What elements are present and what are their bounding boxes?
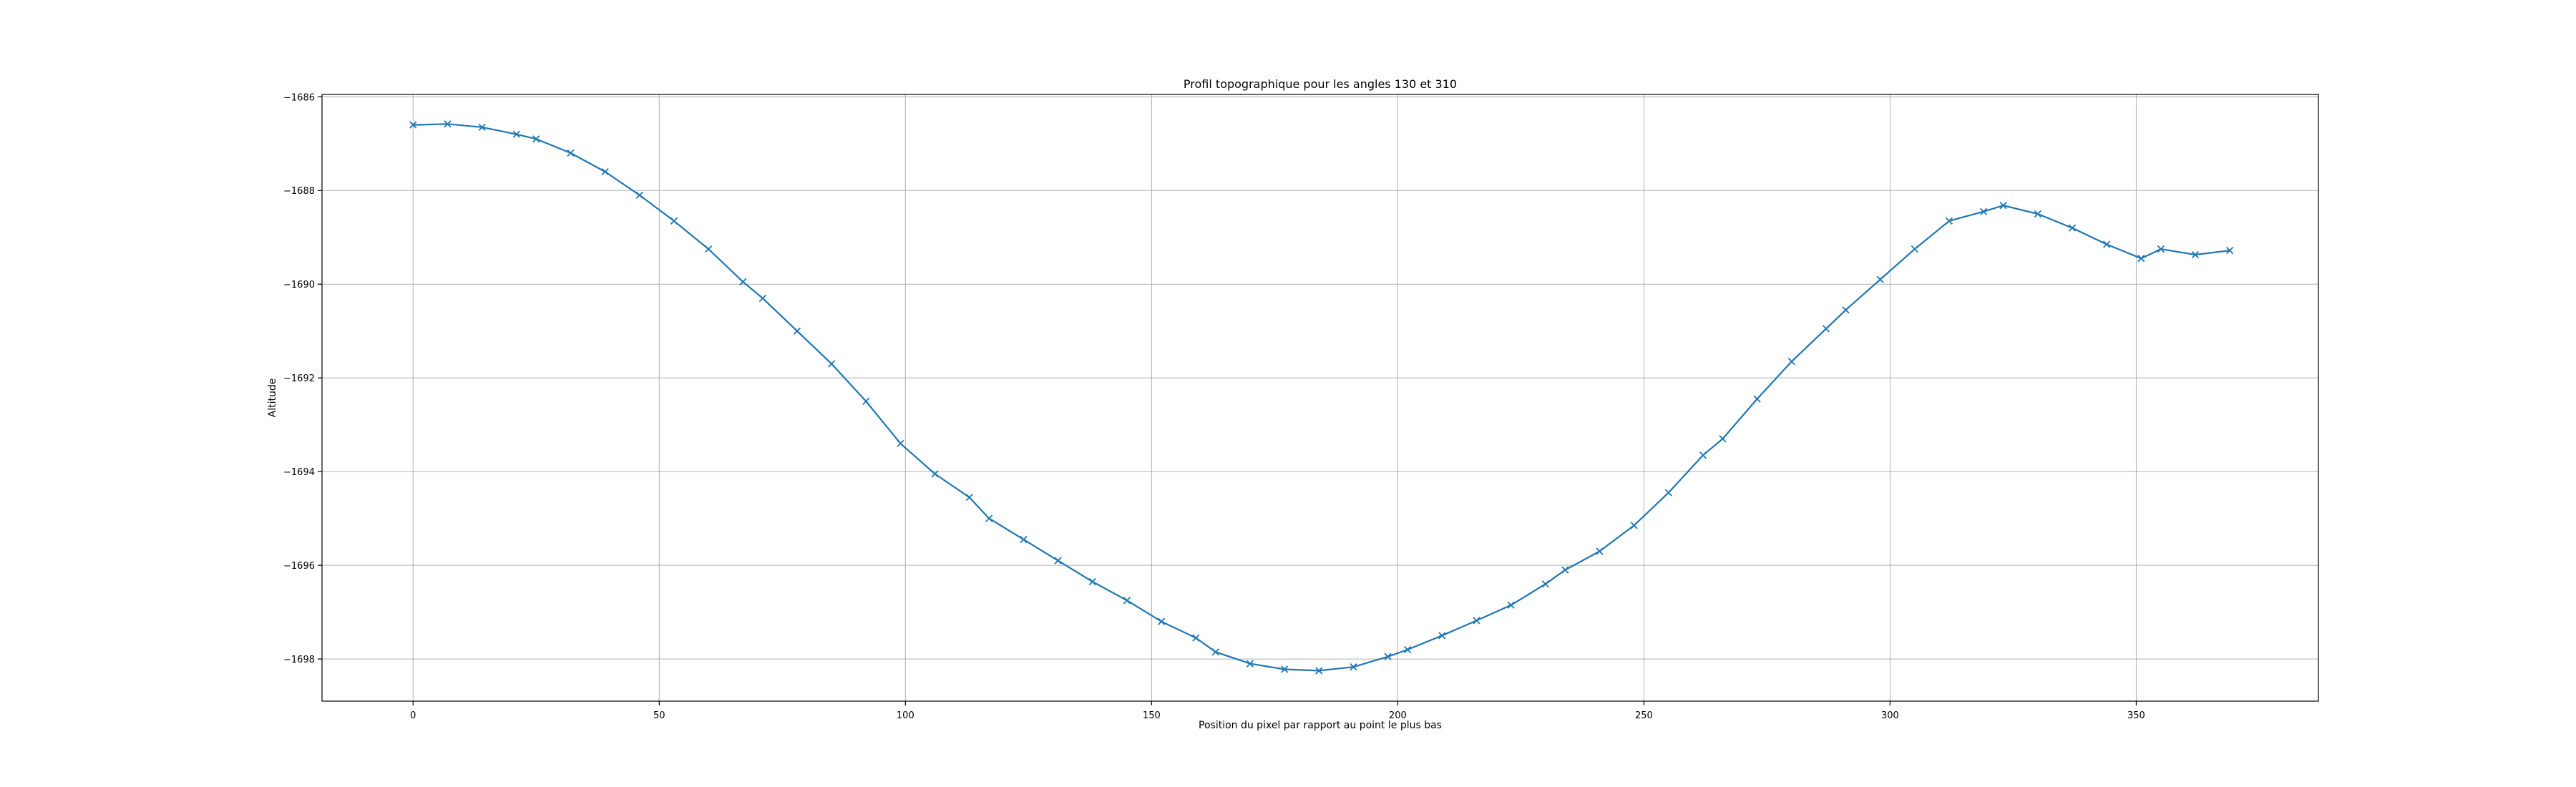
- data-point-marker: [1473, 617, 1480, 625]
- data-point-marker: [601, 167, 609, 176]
- data-point-marker: [409, 121, 417, 129]
- y-tick-label: −1694: [283, 467, 315, 478]
- data-point-marker: [1787, 358, 1795, 366]
- series: [409, 120, 2234, 675]
- y-tick-label: −1688: [283, 186, 315, 197]
- axis-ticks: 0 50 100 150 200 250 300 350 −1686 −1688 −1690 −169…: [283, 92, 2145, 721]
- data-point-marker: [985, 514, 993, 522]
- data-point-marker: [1192, 634, 1200, 642]
- x-axis-label: Position du pixel par rapport au point l…: [1199, 720, 1442, 731]
- data-point-marker: [1876, 275, 1884, 283]
- data-point-marker: [567, 149, 575, 157]
- data-point-marker: [1384, 652, 1392, 660]
- data-point-marker: [1315, 667, 1323, 675]
- data-point-marker: [1211, 648, 1219, 656]
- x-tick-label: 300: [1881, 710, 1899, 721]
- y-axis-label: Altitude: [267, 378, 278, 418]
- y-tick-label: −1696: [283, 561, 315, 572]
- data-point-marker: [1911, 245, 1918, 253]
- y-tick-label: −1686: [283, 92, 315, 103]
- data-point-marker: [444, 120, 452, 128]
- data-point-marker: [931, 470, 939, 478]
- data-point-marker: [862, 397, 870, 406]
- data-point-marker: [1719, 435, 1727, 443]
- x-tick-label: 200: [1389, 710, 1407, 721]
- data-point-marker: [1630, 522, 1638, 529]
- x-tick-label: 150: [1143, 710, 1161, 721]
- data-point-marker: [827, 360, 836, 368]
- data-point-marker: [1157, 617, 1166, 625]
- data-point-marker: [2034, 210, 2041, 218]
- data-point-marker: [1541, 580, 1549, 588]
- x-tick-label: 350: [2127, 710, 2145, 721]
- data-point-marker: [1403, 645, 1412, 654]
- data-point-marker: [1945, 217, 1953, 225]
- data-point-marker: [2226, 246, 2234, 255]
- y-tick-label: −1690: [283, 280, 315, 290]
- data-point-marker: [532, 135, 540, 143]
- data-point-marker: [1979, 207, 1988, 215]
- data-point-marker: [897, 439, 904, 447]
- data-point-marker: [704, 245, 713, 253]
- data-point-marker: [1438, 632, 1446, 640]
- data-point-marker: [1699, 451, 1707, 459]
- data-point-marker: [1507, 601, 1515, 609]
- x-tick-label: 250: [1635, 710, 1653, 721]
- data-point-marker: [758, 294, 766, 302]
- x-tick-label: 50: [653, 710, 665, 721]
- data-point-marker: [1842, 306, 1850, 314]
- y-tick-label: −1698: [283, 655, 315, 665]
- data-point-marker: [1123, 597, 1131, 605]
- data-point-marker: [965, 494, 973, 502]
- data-point-marker: [1561, 566, 1569, 574]
- grid-lines: [322, 94, 2318, 701]
- data-point-marker: [1664, 489, 1672, 497]
- data-point-marker: [1753, 395, 1761, 403]
- data-point-marker: [1596, 547, 1604, 555]
- data-point-marker: [2137, 255, 2145, 263]
- data-point-marker: [1246, 660, 1254, 668]
- x-tick-label: 100: [897, 710, 914, 721]
- data-point-marker: [1054, 557, 1062, 564]
- data-point-marker: [478, 123, 486, 131]
- chart-title: Profil topographique pour les angles 130…: [1184, 77, 1457, 91]
- plot-area-frame: [321, 94, 2319, 702]
- series-line: [413, 123, 2230, 672]
- data-point-marker: [739, 278, 747, 286]
- data-point-marker: [1350, 663, 1357, 671]
- data-point-marker: [1020, 535, 1028, 544]
- data-point-marker: [1822, 325, 1830, 333]
- data-point-marker: [1280, 665, 1289, 673]
- data-point-marker: [670, 217, 678, 225]
- data-point-marker: [1088, 577, 1096, 586]
- data-point-marker: [2157, 245, 2165, 253]
- data-point-marker: [793, 327, 801, 335]
- data-point-marker: [2191, 250, 2200, 259]
- data-point-marker: [2103, 240, 2111, 248]
- x-tick-label: 0: [410, 710, 416, 721]
- data-point-marker: [1999, 202, 2007, 210]
- data-point-marker: [635, 191, 643, 199]
- data-point-marker: [2068, 224, 2077, 232]
- y-tick-label: −1692: [283, 373, 315, 384]
- data-point-marker: [512, 130, 520, 138]
